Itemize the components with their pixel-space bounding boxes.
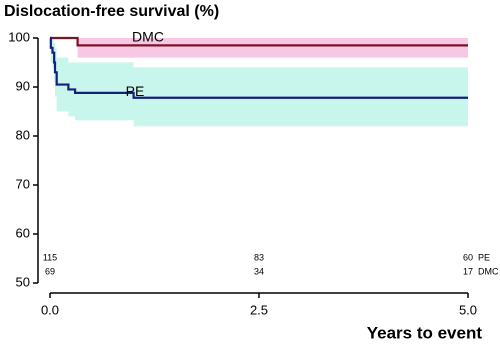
at-risk-count: 17	[463, 266, 473, 276]
confidence-band	[50, 38, 468, 127]
confidence-band	[50, 38, 468, 58]
at-risk-count: 60	[463, 252, 473, 262]
series-label: DMC	[132, 29, 164, 45]
x-tick-label: 2.5	[250, 302, 268, 317]
y-tick-label: 100	[8, 29, 30, 44]
chart-title: Dislocation-free survival (%)	[4, 3, 219, 20]
y-tick-label: 60	[16, 225, 30, 240]
at-risk-count: 34	[254, 266, 264, 276]
y-tick-label: 70	[16, 176, 30, 191]
y-tick-label: 90	[16, 78, 30, 93]
at-risk-row-label: PE	[478, 252, 490, 262]
survival-curve	[49, 36, 468, 99]
y-tick-label: 80	[16, 127, 30, 142]
at-risk-count: 69	[45, 266, 55, 276]
y-tick-label: 50	[16, 274, 30, 289]
series-label: PE	[126, 83, 145, 99]
x-tick-label: 5.0	[459, 302, 477, 317]
at-risk-count: 115	[43, 252, 57, 262]
x-tick-label: 0.0	[41, 302, 59, 317]
at-risk-row-label: DMC	[478, 266, 499, 276]
at-risk-count: 83	[254, 252, 264, 262]
x-axis-label: Years to event	[367, 323, 483, 342]
survival-curve	[50, 36, 468, 47]
